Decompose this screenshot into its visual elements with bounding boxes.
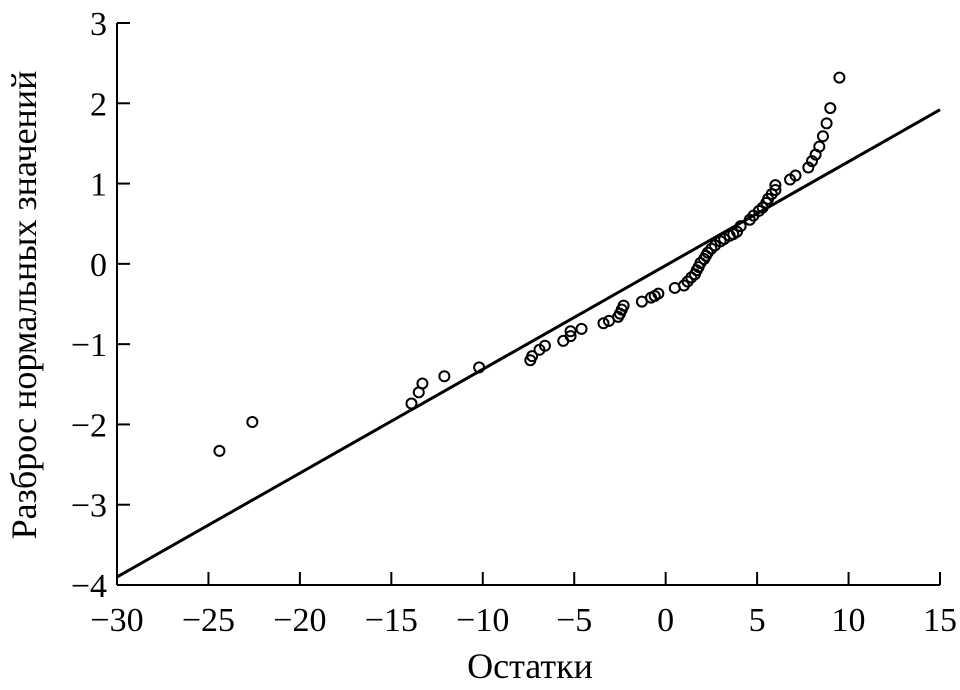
y-axis-title: Разброс нормальных значений bbox=[4, 71, 44, 540]
x-axis-title: Остатки bbox=[467, 646, 593, 686]
data-point bbox=[820, 117, 833, 130]
data-point bbox=[833, 71, 846, 84]
data-point bbox=[705, 242, 718, 255]
y-tick-label: 2 bbox=[90, 86, 107, 123]
data-point bbox=[597, 317, 610, 330]
data-point bbox=[526, 350, 539, 363]
data-point bbox=[734, 220, 747, 233]
data-point bbox=[789, 169, 802, 182]
x-tick-label: 15 bbox=[923, 602, 957, 639]
data-point bbox=[652, 287, 665, 300]
data-point bbox=[617, 299, 630, 312]
reference-line bbox=[116, 108, 941, 579]
data-point bbox=[802, 161, 815, 174]
x-tick-label: 10 bbox=[832, 602, 866, 639]
x-tick-label: −5 bbox=[556, 602, 592, 639]
data-point bbox=[575, 322, 588, 335]
data-point bbox=[752, 204, 765, 217]
y-tick-label: −3 bbox=[71, 488, 107, 525]
y-tick-label: 3 bbox=[90, 6, 107, 43]
y-tick-label: 1 bbox=[90, 167, 107, 204]
data-point bbox=[473, 361, 486, 374]
data-point bbox=[416, 377, 429, 390]
data-point bbox=[246, 416, 259, 429]
y-tick-label: −2 bbox=[71, 407, 107, 444]
data-point bbox=[405, 397, 418, 410]
data-point bbox=[813, 140, 826, 153]
x-tick-label: −30 bbox=[90, 602, 143, 639]
data-point bbox=[816, 130, 829, 143]
x-tick-label: 0 bbox=[657, 602, 674, 639]
data-point bbox=[805, 155, 818, 168]
data-point bbox=[438, 370, 451, 383]
y-tick-label: −4 bbox=[71, 568, 107, 605]
x-tick-label: −20 bbox=[273, 602, 326, 639]
x-tick-label: 5 bbox=[749, 602, 766, 639]
data-point bbox=[213, 444, 226, 457]
x-tick-label: −15 bbox=[365, 602, 418, 639]
data-point bbox=[824, 102, 837, 115]
data-point bbox=[538, 339, 551, 352]
y-tick-label: −1 bbox=[71, 327, 107, 364]
data-point bbox=[769, 179, 782, 192]
y-tick-label: 0 bbox=[90, 247, 107, 284]
data-point bbox=[564, 330, 577, 343]
x-tick-label: −10 bbox=[456, 602, 509, 639]
data-point bbox=[564, 325, 577, 338]
data-point bbox=[769, 183, 782, 196]
x-tick-label: −25 bbox=[182, 602, 235, 639]
